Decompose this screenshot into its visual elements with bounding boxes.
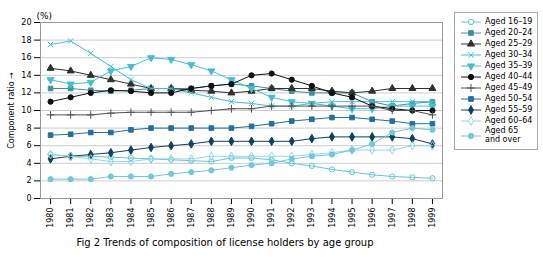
svg-text:10: 10 <box>21 106 31 115</box>
svg-text:18: 18 <box>21 36 31 45</box>
svg-text:1994: 1994 <box>328 208 337 228</box>
html-text:Aged 40–44: Aged 40–44 <box>485 71 533 81</box>
svg-text:1993: 1993 <box>307 208 316 228</box>
svg-text:1983: 1983 <box>106 208 115 228</box>
svg-text:1984: 1984 <box>127 208 136 228</box>
svg-text:12: 12 <box>21 88 31 97</box>
svg-text:1991: 1991 <box>267 208 276 228</box>
svg-text:0: 0 <box>26 194 31 203</box>
svg-text:4: 4 <box>26 159 31 168</box>
html-text:Aged 25–29: Aged 25–29 <box>485 38 533 48</box>
svg-text:1987: 1987 <box>187 208 196 228</box>
html-text:Aged 30–34: Aged 30–34 <box>485 49 533 59</box>
svg-text:1985: 1985 <box>147 208 156 228</box>
html-text:Aged 50–54: Aged 50–54 <box>485 93 533 103</box>
svg-text:1999: 1999 <box>428 208 437 228</box>
svg-text:1990: 1990 <box>247 208 256 228</box>
svg-text:1992: 1992 <box>287 208 296 228</box>
html-text:Aged 55–59: Aged 55–59 <box>485 104 533 114</box>
html-text:Aged 20–24: Aged 20–24 <box>485 27 533 37</box>
svg-text:(%): (%) <box>37 11 53 21</box>
svg-text:1996: 1996 <box>368 208 377 228</box>
html-text:Aged 16–19: Aged 16–19 <box>485 16 533 26</box>
svg-text:1997: 1997 <box>388 208 397 228</box>
svg-text:1980: 1980 <box>46 208 55 228</box>
svg-text:1998: 1998 <box>408 208 417 228</box>
html-text:Aged 35–39: Aged 35–39 <box>485 60 533 70</box>
svg-text:1989: 1989 <box>227 208 236 228</box>
svg-text:1982: 1982 <box>86 208 95 228</box>
html-text:Fig 2 Trends of composition of: Fig 2 Trends of composition of license h… <box>76 237 374 248</box>
svg-text:1995: 1995 <box>348 208 357 228</box>
html-text:Aged 60–64: Aged 60–64 <box>485 115 533 125</box>
svg-text:2: 2 <box>26 176 31 185</box>
svg-text:16: 16 <box>21 53 31 62</box>
html-text:Aged 65 and over: Aged 65 and over <box>485 126 521 144</box>
svg-text:1981: 1981 <box>66 208 75 228</box>
svg-text:1986: 1986 <box>167 208 176 228</box>
svg-text:14: 14 <box>21 71 31 80</box>
svg-text:Component ratio →: Component ratio → <box>7 72 16 149</box>
svg-text:1988: 1988 <box>207 208 216 228</box>
svg-text:20: 20 <box>21 18 31 27</box>
svg-text:6: 6 <box>26 141 31 150</box>
svg-text:8: 8 <box>26 124 31 133</box>
html-text:Aged 45–49: Aged 45–49 <box>485 82 533 92</box>
